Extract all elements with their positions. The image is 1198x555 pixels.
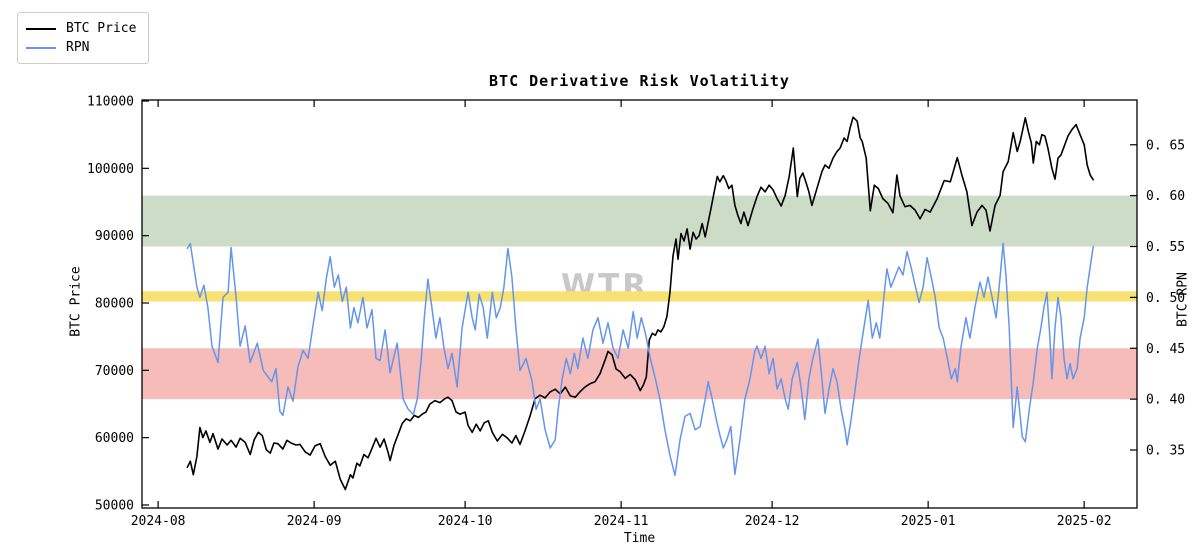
btc-price-line (186, 116, 1094, 491)
y-tick-label-right: 0. 60 (1146, 189, 1185, 204)
y-tick-label-left: 100000 (87, 162, 134, 177)
x-tick-label: 2024-08 (131, 514, 186, 529)
x-tick-label: 2024-11 (594, 514, 649, 529)
x-axis-label: Time (623, 531, 656, 546)
chart-title: BTC Derivative Risk Volatility (489, 72, 790, 90)
y-tick-label-left: 90000 (95, 229, 134, 244)
x-tick-label: 2024-10 (438, 514, 493, 529)
plot-border (141, 99, 1138, 509)
y-tick-label-left: 110000 (87, 95, 134, 110)
x-tick-label: 2025-01 (901, 514, 956, 529)
rpn-line-swatch (26, 46, 56, 49)
legend-label-btc-price: BTC Price (66, 21, 137, 36)
legend-item-rpn: RPN (26, 38, 136, 57)
rpn-line (186, 242, 1094, 477)
y-tick-label-right: 0. 35 (1146, 444, 1185, 459)
y-tick-label-right: 0. 65 (1146, 138, 1185, 153)
x-tick-label: 2024-12 (745, 514, 800, 529)
y-tick-label-left: 60000 (95, 431, 134, 446)
y-tick-label-left: 80000 (95, 296, 134, 311)
x-tick-label: 2024-09 (287, 514, 342, 529)
legend: BTC Price RPN (17, 12, 150, 64)
legend-label-rpn: RPN (66, 40, 90, 55)
yellow-line-band (142, 291, 1137, 302)
y-tick-label-right: 0. 50 (1146, 291, 1185, 306)
y-tick-label-left: 50000 (95, 498, 134, 513)
red-zone-band (142, 348, 1137, 400)
legend-item-btc-price: BTC Price (26, 19, 136, 38)
btc-price-line-swatch (26, 27, 56, 30)
y-tick-label-right: 0. 45 (1146, 342, 1185, 357)
y-tick-label-right: 0. 55 (1146, 240, 1185, 255)
y-tick-label-left: 70000 (95, 364, 134, 379)
y-tick-label-right: 0. 40 (1146, 393, 1185, 408)
x-tick-label: 2025-02 (1057, 514, 1112, 529)
